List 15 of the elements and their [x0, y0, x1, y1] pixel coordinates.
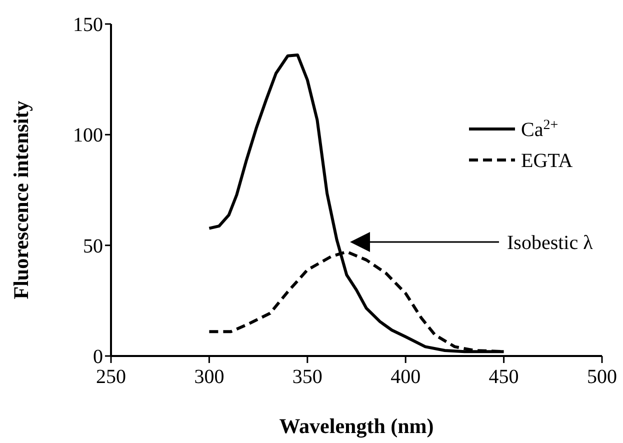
legend-label: EGTA — [521, 150, 574, 172]
x-tick-label: 450 — [488, 366, 519, 388]
y-axis-title: Fluorescence intensity — [9, 100, 33, 300]
y-tick-label: 0 — [93, 346, 103, 368]
x-tick-label: 250 — [96, 366, 126, 388]
x-tick-label: 300 — [194, 366, 224, 388]
x-tick-label: 350 — [292, 366, 322, 388]
y-tick-label: 50 — [83, 235, 103, 258]
annotation: Isobestic λ — [507, 232, 594, 254]
x-tick-label: 400 — [390, 366, 421, 388]
x-tick-label: 500 — [587, 366, 617, 388]
x-axis-title: Wavelength (nm) — [279, 414, 434, 438]
y-tick-label: 100 — [73, 124, 103, 147]
legend-label: Ca$^{2+}$ — [521, 118, 558, 141]
y-tick-label: 150 — [73, 14, 103, 36]
